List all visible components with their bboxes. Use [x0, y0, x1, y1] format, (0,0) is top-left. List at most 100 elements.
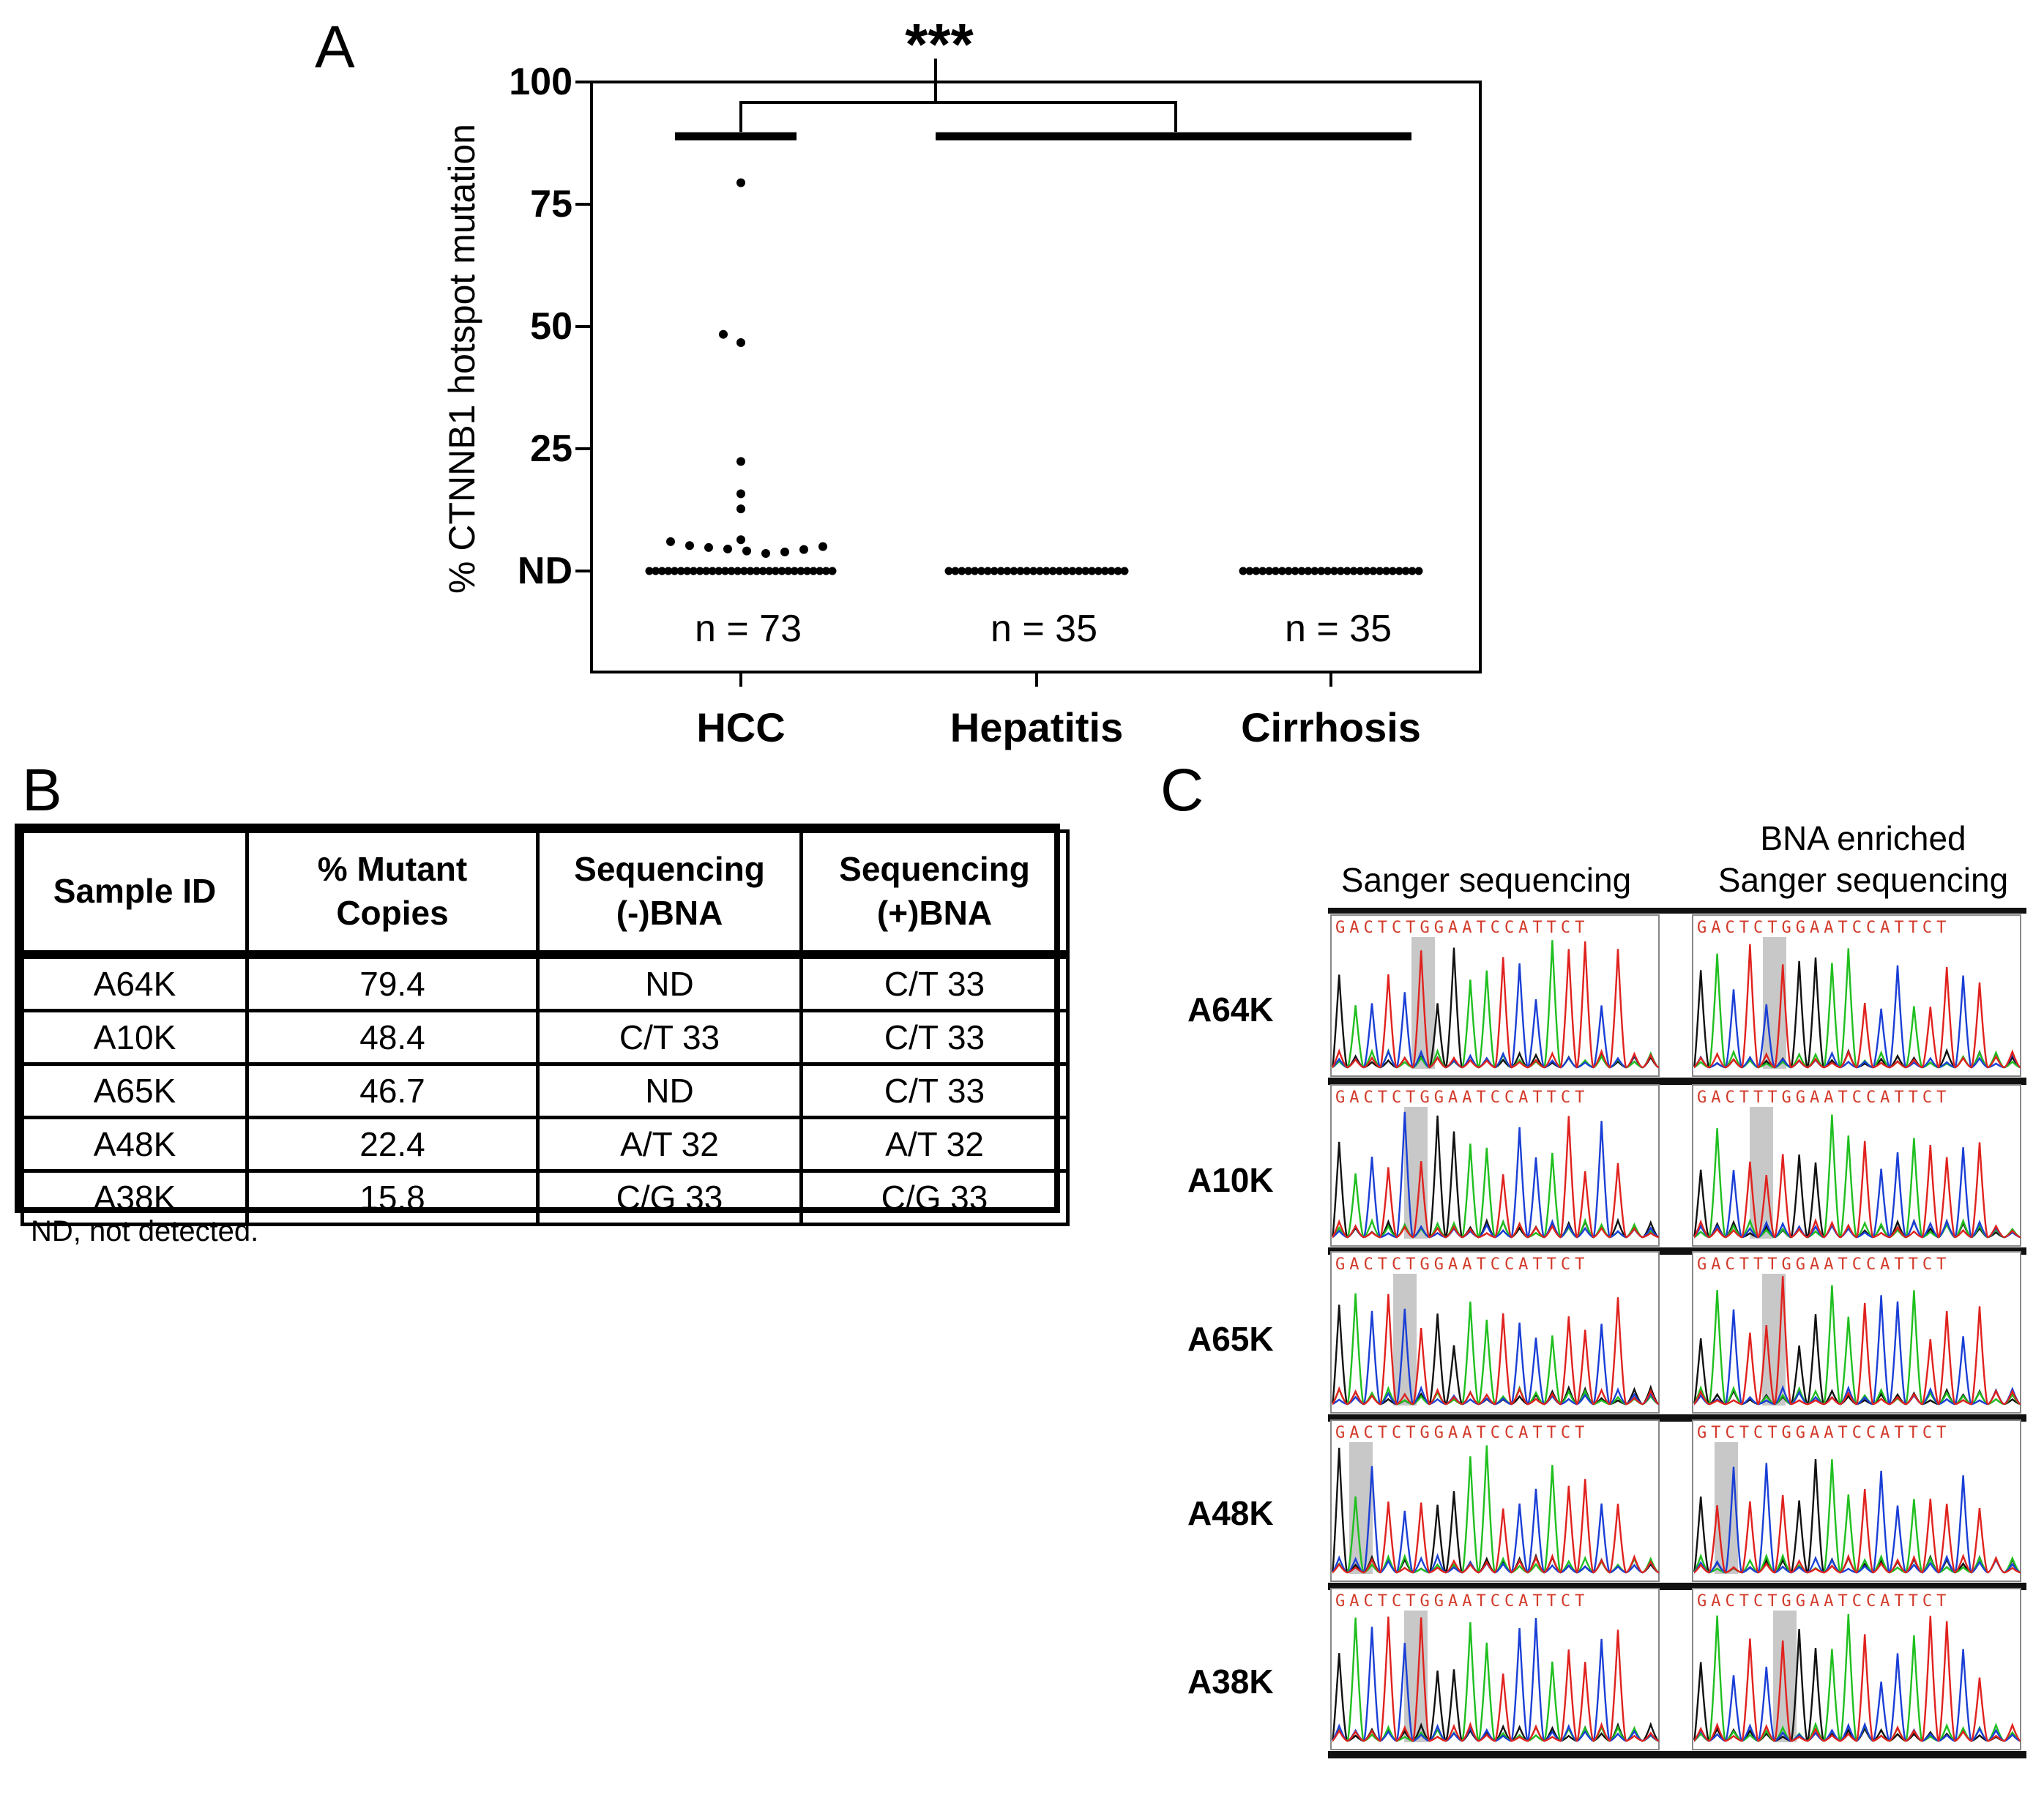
data-point: [780, 547, 789, 556]
table-cell: A/T 32: [799, 1116, 1070, 1173]
chromatogram-frame: [1692, 1588, 2021, 1750]
data-point: [1068, 567, 1077, 575]
table-cell: C/T 33: [799, 952, 1070, 1012]
top-separator-bar: [1328, 908, 2026, 914]
data-point: [695, 567, 704, 575]
table-cell: C/T 33: [799, 1009, 1070, 1066]
data-point: [736, 504, 745, 514]
trace-line-A: [1693, 1459, 2021, 1574]
trace-line-C: [1693, 1147, 2021, 1239]
header-mutant-copies: % Mutant Copies: [245, 829, 540, 959]
trace-line-C: [1332, 1111, 1660, 1239]
data-point: [708, 567, 717, 575]
data-point: [1356, 567, 1365, 575]
row-separator-bar: [1328, 1078, 2026, 1085]
data-point: [715, 567, 723, 575]
trace-line-T: [1693, 1141, 2021, 1239]
sample-label-a10k: A10K: [1187, 1161, 1274, 1199]
data-point: [1304, 567, 1313, 575]
data-point: [1239, 567, 1247, 575]
base-call-text: GACTCTGGAATCCATTCT: [1335, 1424, 1589, 1442]
data-point: [1297, 567, 1306, 575]
data-point: [1016, 567, 1025, 575]
data-point: [790, 567, 799, 575]
data-point: [1042, 567, 1051, 575]
chromatogram-frame: [1330, 1084, 1660, 1247]
data-point: [1317, 567, 1326, 575]
mutation-table: Sample ID % Mutant Copies Sequencing (-)BN…: [15, 824, 1070, 1226]
y-tick-label: 75: [530, 183, 572, 225]
highlight-column: [1715, 1442, 1738, 1574]
x-tick-label: Cirrhosis: [1241, 704, 1421, 750]
data-point: [1055, 567, 1064, 575]
table-cell: A65K: [20, 1062, 249, 1119]
table-row: A64K 79.4 ND C/T 33: [20, 952, 1070, 1012]
chromatogram-frame: [1692, 1419, 2021, 1582]
comparison-bracket: [739, 101, 1177, 133]
data-point: [666, 537, 675, 546]
n-label: n = 73: [695, 608, 802, 650]
y-axis-label: % CTNNB1 hotspot mutation: [441, 124, 482, 594]
trace-line-C: [1332, 963, 1660, 1069]
data-point: [683, 567, 692, 575]
table-cell: A10K: [20, 1009, 249, 1066]
trace-line-T: [1331, 941, 1660, 1069]
chromatogram: GTCTCTGGAATCCATTCT: [1692, 1419, 2021, 1582]
data-point: [1003, 567, 1012, 575]
data-point: [971, 567, 980, 575]
chromatogram: GACTTTGGAATCCATTCT: [1692, 1084, 2021, 1247]
column-title-bna-line1: BNA enriched: [1760, 819, 1966, 857]
data-point: [821, 567, 830, 575]
data-point: [670, 567, 679, 575]
header-mutant-copies-line1: % Mutant: [317, 850, 468, 889]
data-point: [1349, 567, 1358, 575]
column-title-sanger: Sanger sequencing: [1340, 861, 1632, 899]
base-call-text: GACTCTGGAATCCATTCT: [1335, 1089, 1589, 1107]
row-separator-bar: [1328, 1751, 2026, 1758]
chromatogram: GACTCTGGAATCCATTCT: [1330, 914, 1660, 1077]
data-point: [828, 567, 837, 575]
table-cell: A48K: [20, 1116, 249, 1173]
data-point: [761, 548, 770, 558]
header-seq-plus-line2: (+)BNA: [876, 894, 993, 932]
plot-frame: [590, 81, 1482, 673]
chromatogram-frame: [1692, 1251, 2021, 1414]
data-point: [816, 567, 824, 575]
data-point: [1408, 567, 1417, 575]
data-point: [797, 567, 805, 575]
trace-line-T: [1693, 1276, 2021, 1406]
data-point: [736, 457, 745, 466]
data-point: [1258, 567, 1267, 575]
scatter-plot-a: ND 25 50 75 100 HCC n = 73 Hepatitis n = 35 Cirrh…: [441, 12, 1482, 750]
x-tick-label: Hepatitis: [950, 704, 1124, 750]
header-sample-id: Sample ID: [20, 829, 249, 959]
data-point: [1336, 567, 1345, 575]
data-point: [736, 178, 745, 187]
data-point: [657, 567, 666, 575]
trace-line-T: [1693, 1616, 2021, 1742]
data-point: [1107, 567, 1116, 575]
table-cell: C/G 33: [536, 1169, 803, 1226]
trace-line-T: [1332, 1116, 1660, 1239]
data-point: [736, 489, 745, 499]
table-row: A65K 46.7 ND C/T 33: [20, 1062, 1070, 1119]
data-point: [1291, 567, 1299, 575]
chromatogram: GACTCTGGAATCCATTCT: [1692, 1588, 2021, 1750]
trace-line-C: [1693, 1295, 2021, 1406]
table-cell: 15.8: [245, 1169, 540, 1226]
base-call-text: GACTCTGGAATCCATTCT: [1697, 1592, 1950, 1611]
data-point: [803, 567, 812, 575]
data-point: [689, 567, 698, 575]
table-cell: A/T 32: [536, 1116, 803, 1173]
chromatogram: GACTCTGGAATCCATTCT: [1330, 1251, 1660, 1414]
table-cell: C/G 33: [799, 1169, 1070, 1226]
data-point: [746, 567, 755, 575]
base-call-text: GACTCTGGAATCCATTCT: [1335, 1592, 1589, 1611]
data-point: [977, 567, 985, 575]
data-point: [1401, 567, 1410, 575]
data-point: [990, 567, 999, 575]
data-point: [685, 541, 694, 551]
data-point: [996, 567, 1005, 575]
data-point: [951, 567, 960, 575]
sample-label-a48k: A48K: [1187, 1494, 1274, 1532]
